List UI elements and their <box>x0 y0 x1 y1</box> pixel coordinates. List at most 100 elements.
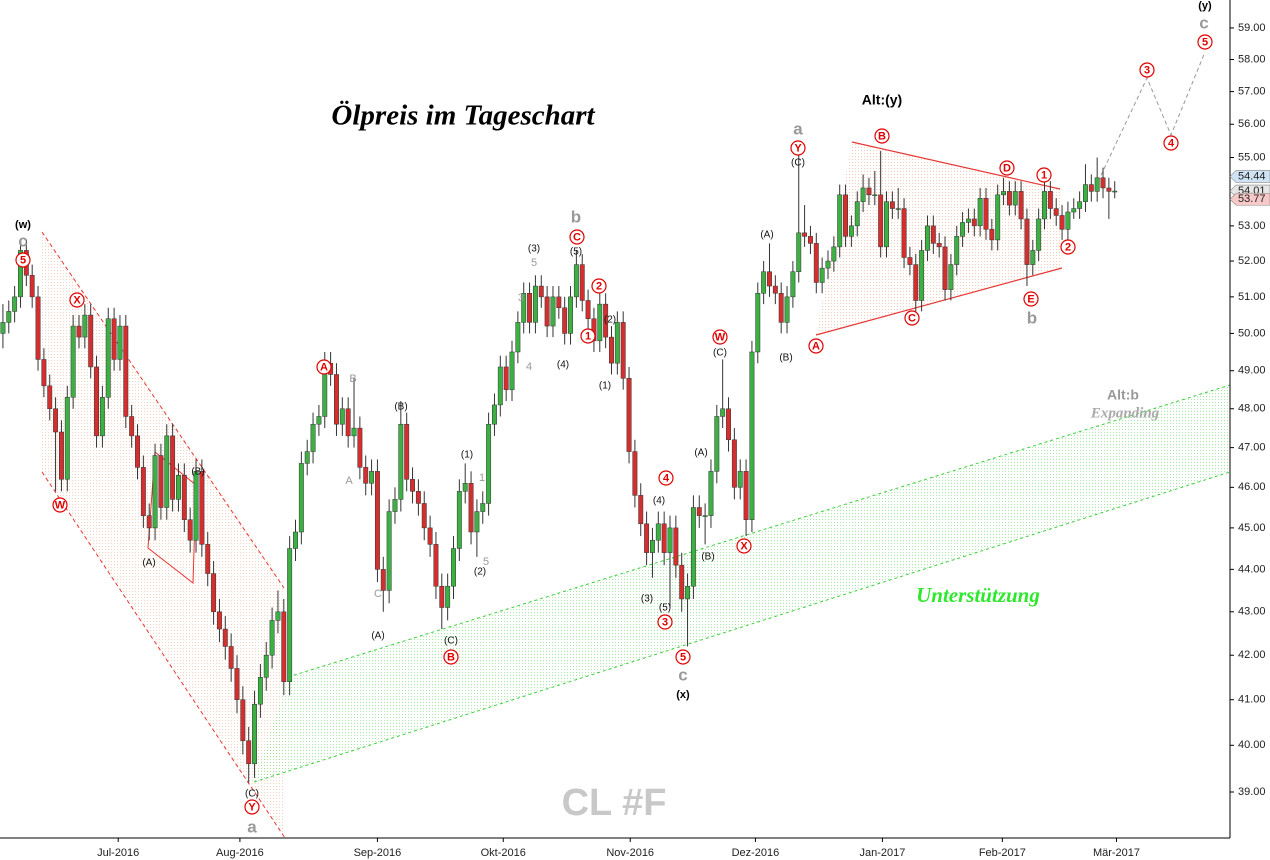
candle-body <box>515 322 521 353</box>
wave-label: C <box>573 231 581 243</box>
candle-body <box>281 611 287 683</box>
candle-body <box>626 378 632 452</box>
y-tick-label: 50.00 <box>1238 327 1266 339</box>
candle-body <box>170 435 176 500</box>
candle-body <box>1077 201 1083 209</box>
candle-body <box>930 225 936 244</box>
candle-body <box>41 359 47 387</box>
candle-body <box>538 285 544 298</box>
candle-body <box>521 293 527 323</box>
wave-label: (4) <box>653 496 665 507</box>
candle-body <box>480 503 486 512</box>
candle-body <box>1006 191 1012 206</box>
wave-label: 5 <box>1202 36 1208 48</box>
wave-circle <box>580 328 596 344</box>
candle-body <box>99 397 105 437</box>
wave-circle <box>874 128 890 144</box>
wave-circle <box>790 140 806 156</box>
candle-body <box>380 569 386 591</box>
channel-line <box>41 471 286 839</box>
candle-body <box>661 523 667 553</box>
candle-body <box>1001 191 1006 196</box>
candle-body <box>655 523 661 541</box>
wave-label: W <box>55 499 66 511</box>
y-tick-label: 46.00 <box>1238 481 1266 493</box>
candle-body <box>995 194 1001 241</box>
candle-body <box>813 243 819 283</box>
wave-label: 2 <box>596 280 602 292</box>
candle-body <box>351 427 357 437</box>
candle-body <box>88 314 94 368</box>
wave-label: 1 <box>1041 169 1047 181</box>
candle-body <box>205 544 211 574</box>
candle-body <box>263 654 269 678</box>
alt-label: Alt:b <box>1107 387 1139 403</box>
wave-label: b <box>571 207 581 226</box>
alt-label: Alt:(y) <box>862 92 902 108</box>
candle-body <box>269 620 275 656</box>
wave-circle <box>1197 34 1213 50</box>
candle-body <box>140 467 146 516</box>
candle-body <box>720 408 726 417</box>
candle-body <box>620 322 626 379</box>
candle-body <box>977 197 983 227</box>
wave-circle <box>316 359 332 375</box>
candle-body <box>907 257 913 265</box>
candle-body <box>585 300 591 319</box>
y-tick-label: 58.00 <box>1238 53 1266 65</box>
x-tick-label: Jan-2017 <box>859 847 905 859</box>
wave-label: 3 <box>518 292 524 304</box>
wave-circle <box>15 252 31 268</box>
candle-body <box>731 439 737 488</box>
candle-body <box>632 451 638 496</box>
wave-label: (1) <box>599 381 611 392</box>
candle-body <box>374 471 380 570</box>
candle-body <box>960 222 966 237</box>
wave-label: D <box>1003 162 1011 174</box>
candle-body <box>913 264 919 301</box>
candle-body <box>971 218 977 227</box>
wave-label: C <box>374 588 382 600</box>
candle-body <box>1059 215 1065 230</box>
candle-body <box>509 351 515 390</box>
wave-circle <box>244 799 260 815</box>
candle-body <box>357 427 363 468</box>
wave-label: (A) <box>142 558 155 569</box>
candle-body <box>287 548 293 683</box>
candle-body <box>222 628 228 647</box>
candle-body <box>363 467 369 484</box>
y-tick-label: 53.00 <box>1238 220 1266 232</box>
candle-body <box>310 423 316 452</box>
wave-label: (3) <box>641 594 653 605</box>
wave-label: Y <box>248 801 256 813</box>
candle-body <box>82 314 88 338</box>
support-line <box>253 471 1231 783</box>
y-tick-label: 47.00 <box>1238 442 1266 454</box>
wave-label: (C) <box>791 158 805 169</box>
candle-body <box>796 232 802 272</box>
wave-label: 5 <box>20 254 26 266</box>
y-tick-label: 44.00 <box>1238 563 1266 575</box>
wave-label: E <box>1027 293 1034 305</box>
wave-label: 3 <box>662 616 668 628</box>
candle-body <box>35 296 41 360</box>
candle-body <box>1083 184 1088 202</box>
candle-body <box>158 455 164 508</box>
candle-body <box>1018 191 1024 220</box>
wave-circle <box>443 649 459 665</box>
candle-body <box>889 201 895 209</box>
candle-body <box>638 495 644 525</box>
wave-label: 5 <box>483 556 489 568</box>
candle-body <box>334 374 339 425</box>
y-tick-label: 51.00 <box>1238 291 1266 303</box>
candle-body <box>673 527 679 566</box>
wave-circle <box>658 470 674 486</box>
candle-body <box>474 511 480 533</box>
candle-body <box>708 471 714 516</box>
y-tick-label: 55.00 <box>1238 151 1266 163</box>
y-tick-label: 42.00 <box>1238 649 1266 661</box>
candle-body <box>614 322 620 364</box>
candle-body <box>345 408 351 437</box>
wave-label: c <box>678 665 687 684</box>
y-tick-label: 41.00 <box>1238 694 1266 706</box>
